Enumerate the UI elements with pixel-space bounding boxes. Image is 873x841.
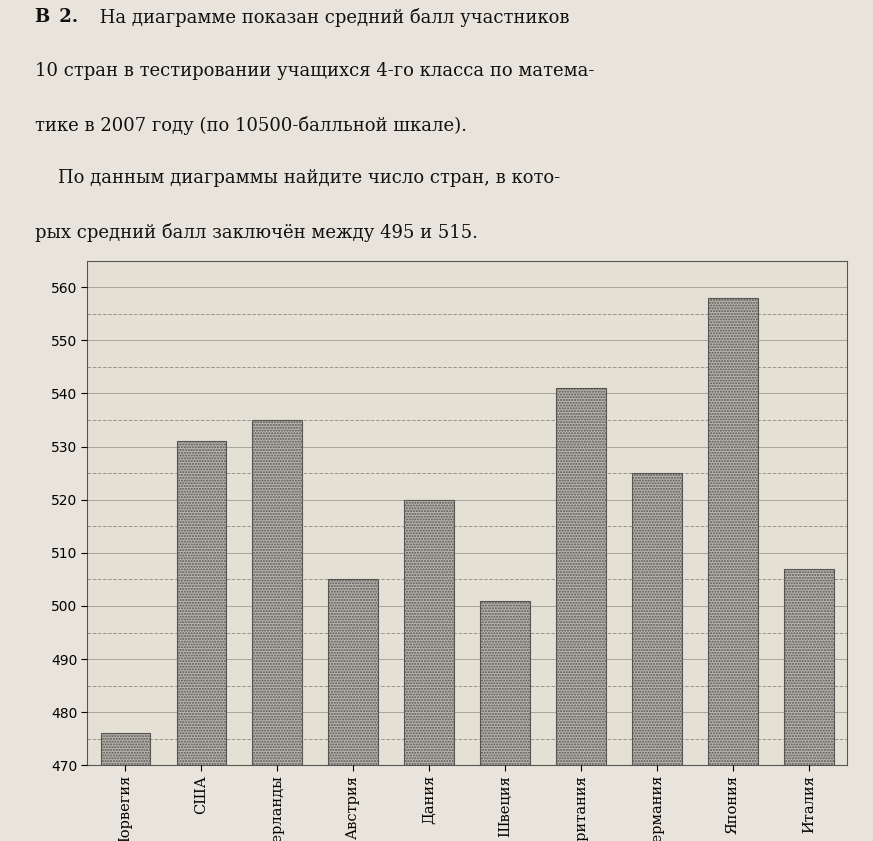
Text: В 2.: В 2. — [35, 8, 78, 26]
Bar — [176, 442, 226, 765]
Bar — [708, 298, 758, 765]
Bar — [328, 579, 378, 765]
Bar — [252, 420, 302, 765]
Bar — [632, 473, 682, 765]
Text: По данным диаграммы найдите число стран, в кото-: По данным диаграммы найдите число стран,… — [35, 169, 560, 188]
Text: 10 стран в тестировании учащихся 4-го класса по матема-: 10 стран в тестировании учащихся 4-го кл… — [35, 62, 595, 80]
Bar — [480, 600, 530, 765]
Bar — [784, 569, 834, 765]
Text: рых средний балл заключён между 495 и 515.: рых средний балл заключён между 495 и 51… — [35, 223, 478, 241]
Bar — [100, 733, 150, 765]
Text: тике в 2007 году (по 10500-балльной шкале).: тике в 2007 году (по 10500-балльной шкал… — [35, 115, 467, 135]
Text: На диаграмме показан средний балл участников: На диаграмме показан средний балл участн… — [94, 8, 569, 28]
Bar — [556, 389, 606, 765]
Bar — [404, 500, 454, 765]
